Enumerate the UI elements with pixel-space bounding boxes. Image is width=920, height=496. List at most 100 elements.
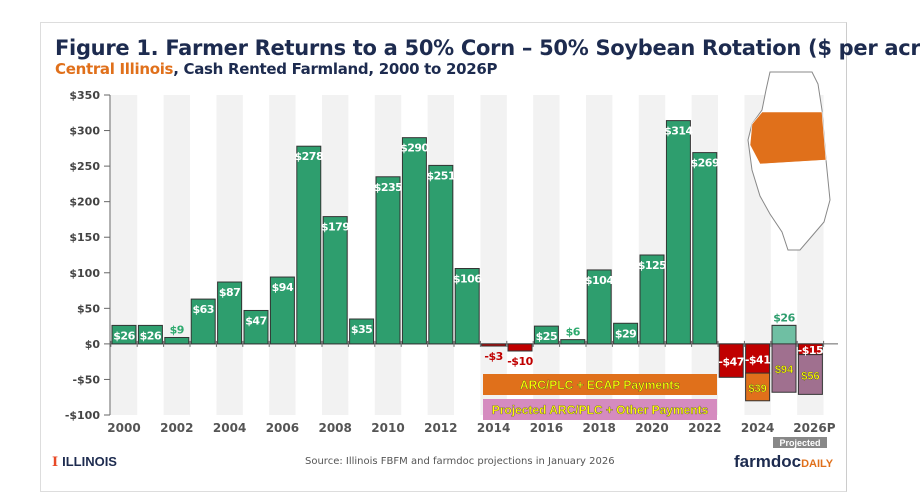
legend-projected-box — [483, 399, 717, 420]
bar-2001 — [137, 324, 163, 345]
source-note: Source: Illinois FBFM and farmdoc projec… — [305, 456, 615, 467]
x-tick-label: 2006 — [266, 421, 299, 435]
projected-label: Projected — [779, 438, 820, 448]
column-band — [586, 95, 613, 415]
bar-2008 — [322, 216, 348, 345]
data-label: $47 — [245, 314, 266, 327]
y-tick-label: $300 — [69, 125, 100, 138]
bar-2020 — [639, 254, 665, 345]
x-tick-label: 2008 — [318, 421, 351, 435]
farmdoc-daily-logo: farmdocDAILY — [734, 452, 834, 471]
bar-2005 — [243, 309, 269, 345]
bar-2021 — [665, 120, 691, 345]
bar-2002 — [164, 336, 190, 345]
column-band — [480, 95, 507, 415]
y-tick-label: $100 — [69, 267, 100, 280]
x-tick-label: 2020 — [635, 421, 668, 435]
bar-2016 — [533, 325, 559, 345]
bar-2019 — [613, 322, 639, 345]
column-band — [216, 95, 243, 415]
central-illinois-region — [749, 111, 827, 165]
stacked-payment-label: $39 — [748, 383, 766, 395]
x-tick-label: 2012 — [424, 421, 457, 435]
chart-subtitle: Central Illinois, Cash Rented Farmland, … — [55, 60, 498, 78]
figure-frame — [40, 22, 847, 492]
data-label: -$41 — [745, 353, 771, 366]
x-tick-label: 2000 — [107, 421, 140, 435]
data-label: $235 — [374, 181, 403, 194]
data-label: $26 — [773, 311, 795, 324]
data-label: $87 — [219, 286, 240, 299]
bar-2011 — [401, 137, 427, 345]
stacked-payment-label: $94 — [775, 364, 794, 376]
data-label: $278 — [294, 150, 323, 163]
data-label: $290 — [400, 142, 429, 155]
block-i-icon: I — [52, 455, 59, 470]
x-tick-label: 2002 — [160, 421, 193, 435]
y-tick-label: $250 — [69, 160, 100, 173]
column-band — [163, 95, 190, 415]
data-label: -$3 — [484, 350, 502, 363]
bar-2000 — [111, 324, 137, 345]
data-label: $25 — [536, 330, 557, 343]
bar-2017 — [560, 339, 586, 345]
data-label: $9 — [170, 323, 184, 336]
data-label: $314 — [664, 125, 693, 138]
bar-2014 — [481, 343, 507, 347]
data-label: $35 — [351, 323, 372, 336]
y-tick-label: -$50 — [72, 373, 100, 386]
bar-2022 — [692, 152, 718, 345]
column-band — [269, 95, 296, 415]
bar-2012 — [428, 164, 454, 345]
subtitle-region: Central Illinois — [55, 60, 174, 78]
bar-2023 — [718, 343, 744, 378]
bar-2026P — [797, 343, 823, 356]
data-label: $6 — [566, 326, 581, 339]
stacked-payment-bar — [797, 354, 823, 395]
x-tick-label: 2010 — [371, 421, 404, 435]
y-tick-label: $50 — [77, 302, 100, 315]
data-label: -$15 — [798, 344, 824, 357]
data-label: $179 — [321, 221, 350, 234]
legend-projected-label: Projected ARC/PLC + Other Payments — [492, 403, 709, 417]
bar-2013 — [454, 268, 480, 345]
projected-badge — [773, 437, 827, 448]
stacked-payment-label: $56 — [801, 370, 819, 382]
legend-ecap-label: ARC/PLC + ECAP Payments — [520, 378, 680, 392]
data-label: $63 — [192, 303, 213, 316]
column-band — [110, 95, 138, 415]
bar-2007 — [296, 145, 322, 345]
data-label: $125 — [638, 259, 667, 272]
x-tick-label: 2004 — [213, 421, 246, 435]
data-label: $94 — [272, 281, 294, 294]
x-tick-label: 2016 — [530, 421, 563, 435]
data-label: $269 — [690, 157, 719, 170]
bar-2004 — [217, 281, 243, 345]
bar-2018 — [586, 269, 612, 345]
y-tick-label: -$100 — [65, 409, 101, 422]
data-label: $251 — [426, 169, 455, 182]
column-band — [533, 95, 560, 415]
x-tick-label: 2022 — [688, 421, 721, 435]
bar-2009 — [349, 318, 375, 345]
illinois-logo: I ILLINOIS — [52, 454, 117, 470]
y-tick-label: $350 — [69, 89, 100, 102]
bar-2010 — [375, 176, 401, 345]
data-label: -$47 — [718, 356, 744, 369]
data-label: $26 — [113, 329, 135, 342]
bar-2024 — [745, 343, 771, 374]
x-tick-label: 2014 — [477, 421, 510, 435]
bar-2006 — [269, 276, 295, 345]
data-label: $29 — [615, 327, 636, 340]
bar-2015 — [507, 343, 533, 352]
y-tick-label: $150 — [69, 231, 100, 244]
legend-ecap-box — [483, 374, 717, 395]
data-label: $106 — [453, 273, 482, 286]
data-label: -$10 — [507, 355, 533, 368]
x-tick-label: 2026P — [793, 421, 835, 435]
y-tick-label: $0 — [85, 338, 101, 351]
data-label: $104 — [585, 274, 614, 287]
y-tick-label: $200 — [69, 196, 100, 209]
